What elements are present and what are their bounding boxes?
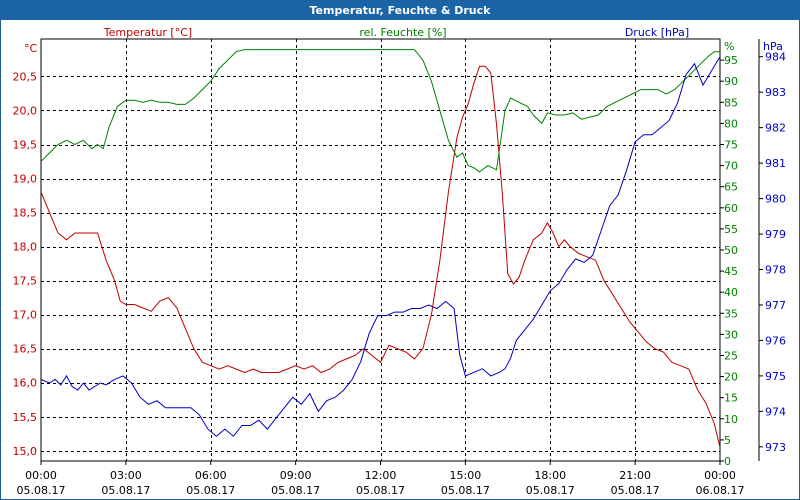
- pressure-tick-label: 973: [765, 441, 786, 454]
- temperature-tick-label: 20,5: [13, 70, 38, 83]
- pressure-tick-label: 975: [765, 370, 786, 383]
- temperature-axis-title: Temperatur [°C]: [103, 26, 192, 39]
- humidity-tick-label: 70: [724, 160, 738, 173]
- temperature-tick-label: 19,0: [13, 173, 38, 186]
- x-tick-label-time: 18:00: [534, 469, 566, 482]
- humidity-tick-label: 15: [724, 392, 738, 405]
- temperature-tick-label: 18,0: [13, 241, 38, 254]
- temperature-tick-label: 16,5: [13, 343, 38, 356]
- pressure-unit-label: hPa: [763, 40, 783, 53]
- humidity-tick-label: 10: [724, 413, 738, 426]
- humidity-tick-label: 40: [724, 286, 738, 299]
- humidity-tick-label: 85: [724, 96, 738, 109]
- temperature-tick-label: 18,5: [13, 207, 38, 220]
- x-tick-label-date: 05.08.17: [17, 484, 66, 497]
- humidity-axis-title: rel. Feuchte [%]: [359, 26, 446, 39]
- humidity-tick-label: 80: [724, 117, 738, 130]
- pressure-tick-label: 978: [765, 264, 786, 277]
- humidity-tick-label: 25: [724, 350, 738, 363]
- window-title: Temperatur, Feuchte & Druck: [1, 1, 799, 20]
- temperature-tick-label: 17,5: [13, 275, 38, 288]
- x-tick-label-time: 15:00: [450, 469, 482, 482]
- humidity-tick-label: 45: [724, 265, 738, 278]
- pressure-tick-label: 982: [765, 122, 786, 135]
- temperature-tick-label: 19,5: [13, 139, 38, 152]
- pressure-axis-title: Druck [hPa]: [625, 26, 689, 39]
- pressure-tick-label: 983: [765, 86, 786, 99]
- humidity-tick-label: 50: [724, 244, 738, 257]
- temperature-tick-label: 15,0: [13, 445, 38, 458]
- pressure-tick-label: 977: [765, 299, 786, 312]
- x-tick-label-date: 05.08.17: [611, 484, 660, 497]
- temperature-tick-label: 17,0: [13, 309, 38, 322]
- humidity-tick-label: 65: [724, 181, 738, 194]
- x-tick-label-time: 00:00: [25, 469, 57, 482]
- humidity-tick-label: 55: [724, 223, 738, 236]
- x-tick-label-time: 21:00: [619, 469, 651, 482]
- pressure-tick-label: 984: [765, 51, 786, 64]
- x-tick-label-time: 12:00: [365, 469, 397, 482]
- humidity-tick-label: 95: [724, 54, 738, 67]
- x-tick-label-time: 00:00: [704, 469, 736, 482]
- pressure-tick-label: 976: [765, 334, 786, 347]
- humidity-tick-label: 30: [724, 328, 738, 341]
- humidity-unit-label: %: [724, 40, 734, 53]
- temperature-tick-label: 15,5: [13, 411, 38, 424]
- temperature-series-line: [41, 65, 720, 448]
- x-tick-label-date: 05.08.17: [271, 484, 320, 497]
- pressure-series-line: [41, 56, 720, 437]
- humidity-tick-label: 5: [724, 434, 731, 447]
- temperature-tick-label: 16,0: [13, 377, 38, 390]
- pressure-tick-label: 980: [765, 193, 786, 206]
- x-tick-label-date: 06.08.17: [696, 484, 745, 497]
- humidity-tick-label: 75: [724, 139, 738, 152]
- x-tick-label-date: 05.08.17: [356, 484, 405, 497]
- x-tick-label-date: 05.08.17: [186, 484, 235, 497]
- humidity-tick-label: 60: [724, 202, 738, 215]
- humidity-tick-label: 35: [724, 307, 738, 320]
- humidity-tick-label: 0: [724, 455, 731, 468]
- pressure-tick-label: 981: [765, 157, 786, 170]
- humidity-tick-label: 90: [724, 75, 738, 88]
- x-tick-label-time: 09:00: [280, 469, 312, 482]
- x-tick-label-date: 05.08.17: [101, 484, 150, 497]
- x-tick-label-date: 05.08.17: [526, 484, 575, 497]
- x-tick-label-time: 06:00: [195, 469, 227, 482]
- pressure-tick-label: 974: [765, 405, 786, 418]
- humidity-series-line: [41, 49, 720, 173]
- temperature-unit-label: °C: [24, 42, 38, 55]
- humidity-tick-label: 20: [724, 371, 738, 384]
- x-tick-label-time: 03:00: [110, 469, 142, 482]
- x-tick-label-date: 05.08.17: [441, 484, 490, 497]
- temperature-tick-label: 20,0: [13, 104, 38, 117]
- pressure-tick-label: 979: [765, 228, 786, 241]
